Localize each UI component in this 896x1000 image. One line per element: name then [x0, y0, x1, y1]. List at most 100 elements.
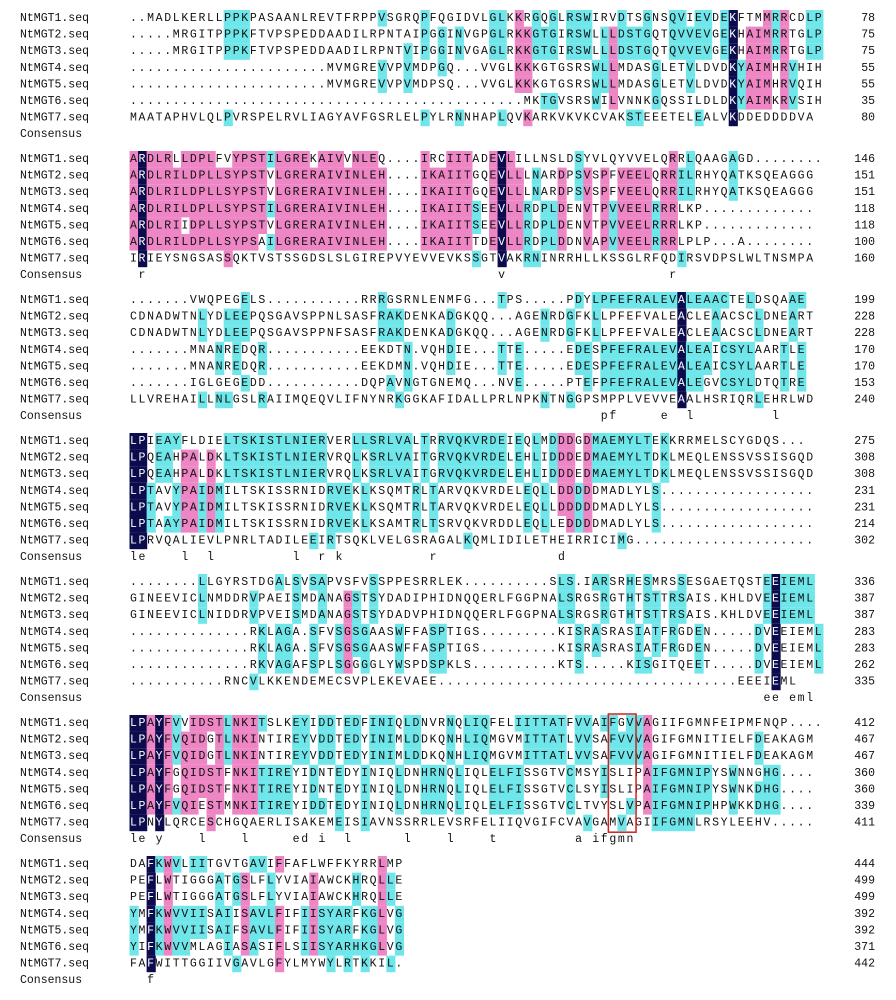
residue-highlight — [694, 375, 704, 392]
residue-highlight — [711, 325, 721, 342]
residue-highlight — [343, 200, 353, 218]
residue-highlight — [489, 449, 499, 467]
residue-highlight — [309, 449, 319, 467]
sequence-end: 283 — [854, 642, 875, 655]
residue-highlight — [300, 151, 310, 168]
residue-highlight — [608, 200, 619, 218]
residue-highlight — [574, 43, 584, 60]
residue-highlight — [197, 151, 208, 168]
residue-highlight — [283, 449, 293, 467]
residue-highlight — [497, 358, 507, 375]
residue-highlight — [189, 856, 199, 873]
residue-highlight — [429, 184, 439, 201]
residue-highlight — [651, 764, 661, 782]
residue-highlight — [223, 731, 233, 749]
residue-highlight — [446, 217, 456, 234]
residue-highlight — [557, 715, 567, 732]
residue-highlight — [600, 184, 610, 201]
residue-highlight — [394, 449, 405, 467]
residue-highlight — [625, 341, 636, 359]
residue-highlight — [497, 10, 507, 27]
residue-highlight — [232, 184, 242, 201]
residue-highlight — [360, 234, 370, 251]
residue-highlight — [668, 798, 678, 815]
residue-highlight — [566, 764, 576, 782]
residue-highlight — [780, 76, 790, 93]
residue-highlight — [300, 184, 310, 201]
consensus-label: Consensus — [20, 974, 82, 987]
residue-highlight — [429, 623, 439, 641]
residue-highlight — [420, 433, 430, 450]
residue-highlight — [369, 234, 379, 251]
residue-highlight — [574, 657, 584, 674]
residue-highlight — [566, 43, 576, 60]
sequence-name: NtMGT7.seq — [20, 394, 89, 407]
residue-highlight — [617, 814, 627, 832]
residue-highlight — [215, 781, 225, 798]
sequence-end: 387 — [854, 609, 875, 622]
residue-highlight — [497, 26, 507, 44]
residue-highlight — [437, 59, 447, 77]
residue-highlight — [232, 798, 242, 815]
residue-highlight — [506, 200, 516, 218]
residue-highlight — [805, 43, 815, 60]
residue-highlight — [155, 151, 165, 168]
residue-highlight — [326, 905, 336, 923]
residue-highlight — [249, 217, 259, 234]
residue-highlight — [232, 889, 242, 906]
residue-highlight — [437, 234, 447, 251]
residue-highlight — [257, 184, 268, 201]
residue-highlight — [138, 748, 148, 765]
residue-highlight — [232, 781, 242, 798]
residue-highlight — [403, 433, 413, 450]
residue-highlight — [129, 449, 139, 467]
residue-highlight — [454, 26, 464, 44]
residue-highlight — [317, 590, 327, 608]
residue-highlight — [223, 466, 233, 483]
residue-highlight — [497, 151, 507, 168]
residue-highlight — [172, 433, 182, 450]
residue-highlight — [292, 574, 302, 591]
residue-highlight — [155, 731, 165, 749]
residue-highlight — [266, 200, 276, 218]
residue-highlight — [275, 184, 285, 201]
residue-highlight — [677, 341, 687, 359]
residue-highlight — [138, 151, 148, 168]
residue-highlight — [514, 715, 524, 732]
residue-highlight — [497, 217, 507, 234]
residue-highlight — [394, 623, 405, 641]
residue-highlight — [728, 109, 738, 127]
residue-highlight — [266, 798, 276, 815]
residue-highlight — [309, 657, 319, 674]
residue-highlight — [394, 466, 405, 483]
residue-highlight — [266, 151, 276, 168]
residue-highlight — [317, 574, 327, 591]
residue-highlight — [257, 922, 268, 939]
residue-highlight — [172, 200, 182, 218]
residue-highlight — [163, 234, 173, 251]
residue-highlight — [377, 167, 387, 185]
residue-highlight — [189, 167, 199, 185]
residue-highlight — [129, 482, 139, 500]
residue-highlight — [480, 449, 490, 467]
residue-highlight — [514, 43, 524, 60]
residue-highlight — [548, 217, 559, 234]
residue-highlight — [600, 341, 610, 359]
residue-highlight — [360, 939, 370, 956]
residue-highlight — [180, 798, 191, 815]
residue-highlight — [625, 731, 636, 749]
residue-highlight — [292, 466, 302, 483]
residue-highlight — [352, 167, 362, 185]
residue-highlight — [591, 76, 601, 93]
residue-highlight — [317, 466, 327, 483]
residue-highlight — [643, 341, 653, 359]
residue-highlight — [454, 781, 464, 798]
residue-highlight — [634, 449, 644, 467]
residue-highlight — [232, 308, 242, 326]
residue-highlight — [146, 872, 156, 890]
residue-highlight — [523, 731, 533, 749]
